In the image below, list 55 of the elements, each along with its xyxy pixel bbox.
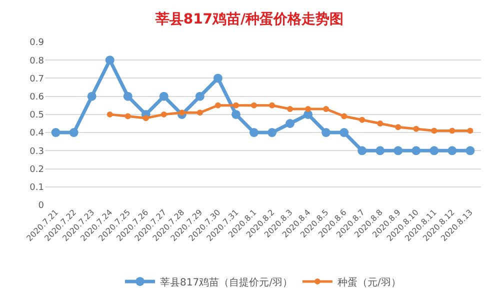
y-tick-label: 0.7 (30, 74, 44, 84)
y-tick-label: 0 (38, 201, 44, 212)
point (232, 102, 239, 108)
point (340, 128, 349, 138)
point (448, 146, 457, 156)
y-tick-label: 0.3 (30, 146, 44, 157)
point (377, 120, 384, 126)
point (467, 128, 474, 134)
chart-title: 莘县817鸡苗/种蛋价格走势图 (154, 12, 344, 28)
point (323, 106, 330, 112)
point (287, 106, 294, 112)
point (214, 102, 221, 108)
point (51, 128, 60, 138)
point (250, 102, 257, 108)
point (341, 113, 348, 120)
point (268, 128, 277, 138)
point (394, 146, 403, 156)
point (196, 110, 203, 116)
point (395, 124, 402, 130)
point (106, 111, 113, 118)
legend-label: 种蛋（元/羽） (337, 276, 401, 288)
point (412, 146, 421, 156)
point (286, 119, 295, 128)
point (87, 92, 96, 101)
point (413, 126, 420, 132)
point (249, 128, 258, 138)
point (305, 106, 312, 112)
y-tick-label: 0.9 (30, 38, 44, 48)
point (358, 146, 367, 156)
point (123, 92, 132, 101)
point (466, 146, 475, 156)
point (69, 128, 78, 138)
point (159, 92, 168, 101)
point (178, 110, 185, 116)
y-tick-label: 0.8 (30, 56, 44, 66)
point (430, 146, 439, 156)
y-tick-label: 0.6 (30, 92, 44, 102)
y-tick-label: 0.2 (30, 164, 44, 175)
point (124, 113, 131, 120)
point (105, 56, 114, 65)
legend-label: 莘县817鸡苗（自提价元/羽） (160, 276, 292, 288)
point (322, 128, 331, 138)
point (269, 102, 276, 108)
point (431, 128, 438, 134)
y-tick-label: 0.5 (30, 110, 44, 121)
point (231, 110, 240, 119)
point (195, 92, 204, 101)
point (142, 115, 149, 122)
point (449, 128, 456, 134)
point (213, 74, 222, 83)
y-tick-label: 0.1 (30, 183, 44, 194)
point (376, 146, 385, 156)
y-tick-label: 0.4 (30, 128, 44, 139)
point (160, 111, 167, 118)
point (359, 116, 366, 123)
